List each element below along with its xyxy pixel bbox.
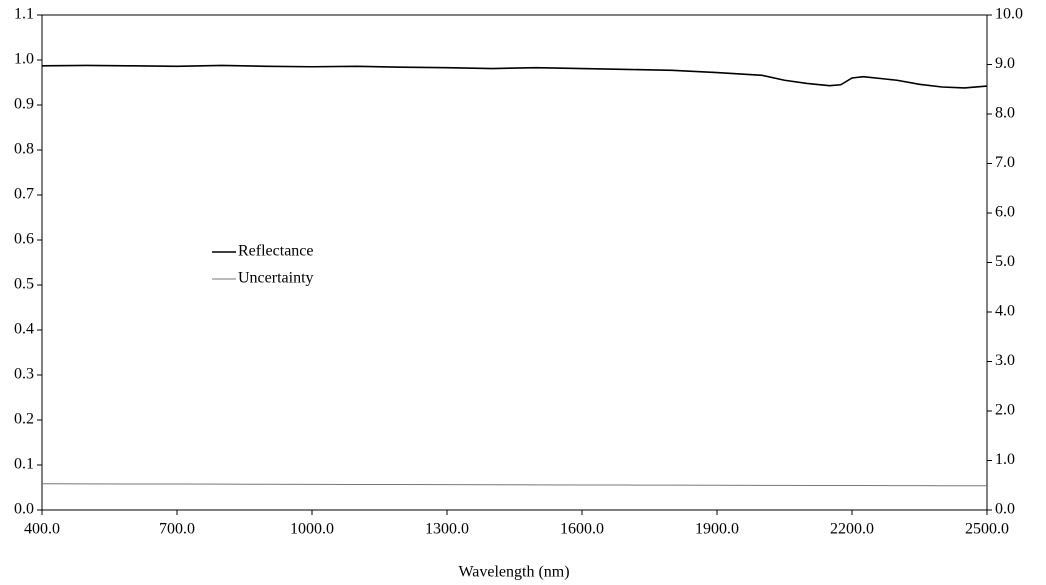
x-tick-label: 1900.0 [695,521,739,538]
series-line [41,64,988,89]
y-tick-label: 0.5 [14,276,34,293]
legend-label: Uncertainty [238,270,314,287]
legend-label: Reflectance [238,243,314,260]
y-tick-label: 0.8 [14,141,34,158]
x-tick-label: 1300.0 [425,521,469,538]
y-tick-label: 0.0 [14,501,34,518]
x-tick-label: 2200.0 [830,521,874,538]
y2-tick-label: 7.0 [995,154,1015,171]
y-tick-label: 0.4 [14,321,34,338]
x-tick-label: 2500.0 [965,521,1009,538]
y-tick-label: 0.3 [14,366,34,383]
y-tick-label: 1.0 [14,51,34,68]
y2-tick-label: 4.0 [995,303,1015,320]
plot-frame [41,14,988,511]
y-tick-label: 0.1 [14,456,34,473]
y-tick-label: 0.9 [14,96,34,113]
y2-tick-label: 9.0 [995,55,1015,72]
x-tick-label: 700.0 [159,521,195,538]
x-tick-label: 1600.0 [560,521,604,538]
y2-tick-label: 5.0 [995,253,1015,270]
y2-tick-label: 0.0 [995,501,1015,518]
x-axis-label: Wavelength (nm) [458,564,569,581]
y2-tick-label: 1.0 [995,451,1015,468]
y2-tick-label: 2.0 [995,402,1015,419]
y2-tick-label: 8.0 [995,105,1015,122]
y-tick-label: 0.6 [14,231,34,248]
x-tick-label: 400.0 [24,521,60,538]
y2-tick-label: 6.0 [995,204,1015,221]
x-tick-label: 1000.0 [290,521,334,538]
y2-tick-label: 3.0 [995,352,1015,369]
y2-tick-label: 10.0 [995,6,1023,23]
y-tick-label: 0.7 [14,186,34,203]
series-line [41,483,987,487]
y-tick-label: 0.2 [14,411,34,428]
y-tick-label: 1.1 [14,6,34,23]
